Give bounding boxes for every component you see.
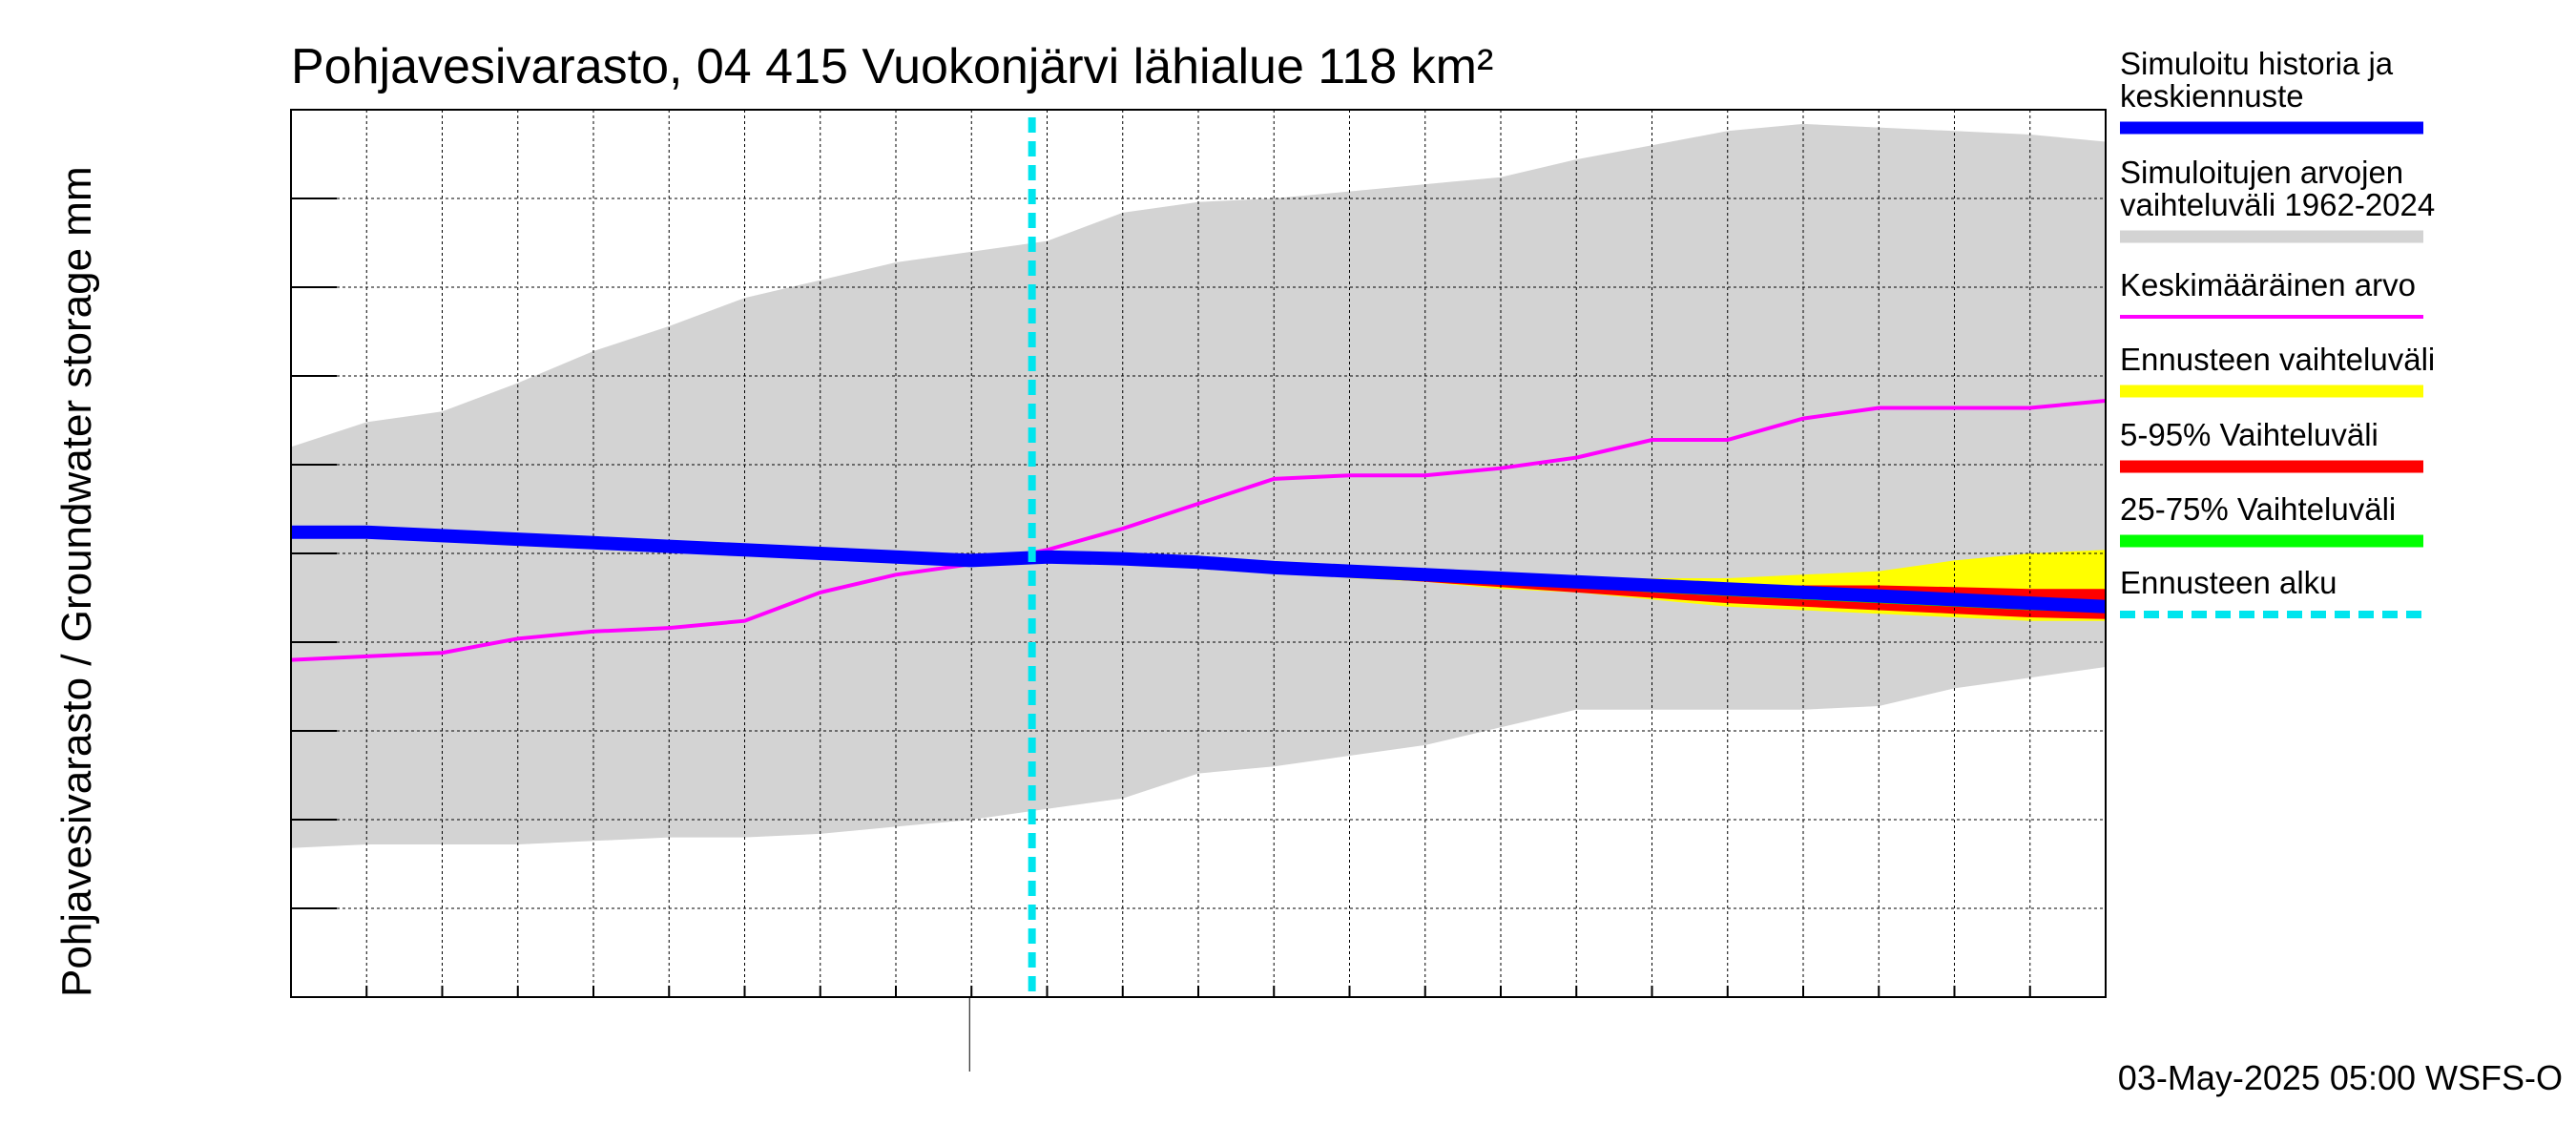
legend-label: Simuloitu historia ja keskiennuste (2120, 46, 2394, 114)
plot-area (290, 109, 2107, 1072)
chart-title: Pohjavesivarasto, 04 415 Vuokonjärvi läh… (291, 39, 1493, 94)
simulated-history-line (291, 525, 2107, 614)
y-axis-label: Pohjavesivarasto / Groundwater storage m… (53, 166, 100, 997)
mean-value-line (290, 399, 2107, 662)
legend-label: Simuloitujen arvojen vaihteluväli 1962-20… (2120, 155, 2435, 222)
legend-label: 5-95% Vaihteluväli (2120, 417, 2379, 452)
legend-label: 25-75% Vaihteluväli (2120, 491, 2396, 527)
legend: Simuloitu historia ja keskiennuste Simuloi… (2120, 46, 2435, 618)
footer-timestamp: 03-May-2025 05:00 WSFS-O (2118, 1058, 2563, 1097)
legend-label: Keskimääräinen arvo (2120, 267, 2416, 302)
legend-label: Ennusteen vaihteluväli (2120, 342, 2435, 377)
legend-label: Ennusteen alku (2120, 565, 2337, 600)
